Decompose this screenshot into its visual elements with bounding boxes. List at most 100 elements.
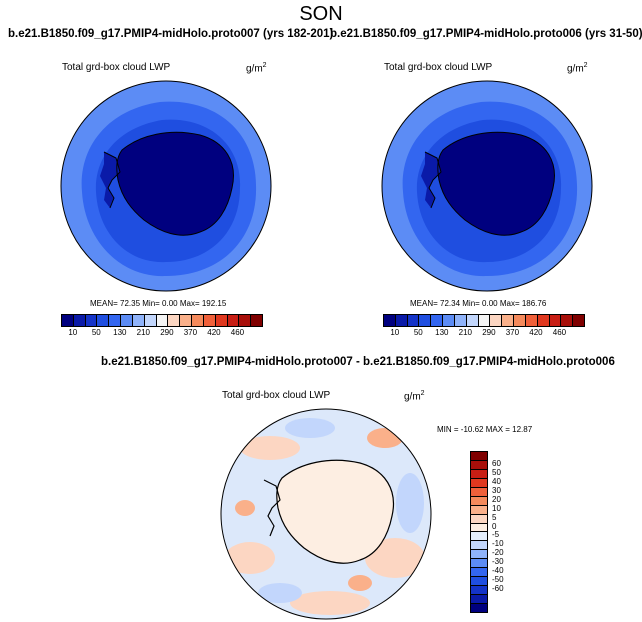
colorbar-swatch bbox=[471, 478, 487, 488]
panel2-map bbox=[381, 80, 593, 292]
diff-colorbar bbox=[470, 451, 488, 613]
colorbar-swatch bbox=[395, 315, 408, 326]
colorbar-swatch bbox=[471, 532, 487, 542]
anomaly-warm-patch bbox=[235, 500, 255, 516]
colorbar-tick-label: 30 bbox=[492, 486, 501, 495]
colorbar-swatch bbox=[419, 315, 432, 326]
panel2-variable-title: Total grd-box cloud LWP bbox=[384, 62, 493, 73]
anomaly-warm-patch bbox=[290, 591, 370, 615]
colorbar-swatch bbox=[471, 505, 487, 515]
diff-title: b.e21.B1850.f09_g17.PMIP4-midHolo.proto0… bbox=[101, 356, 615, 368]
colorbar-swatch bbox=[431, 315, 444, 326]
peninsula-coastline bbox=[103, 151, 121, 209]
antarctica-region bbox=[116, 132, 234, 236]
colorbar-swatch bbox=[168, 315, 181, 326]
antarctica-region bbox=[437, 132, 555, 236]
peninsula-coastline bbox=[263, 479, 281, 537]
anomaly-warm-patch bbox=[365, 538, 425, 578]
colorbar-swatch bbox=[514, 315, 526, 326]
diff-stats: MIN = -10.62 MAX = 12.87 bbox=[437, 425, 533, 434]
colorbar-swatch bbox=[180, 315, 193, 326]
colorbar-tick-label: -50 bbox=[492, 574, 504, 584]
colorbar-swatch bbox=[537, 315, 550, 326]
colorbar-swatch bbox=[471, 452, 487, 461]
anomaly-warm-patch bbox=[367, 428, 403, 448]
colorbar-swatch bbox=[471, 586, 487, 595]
colorbar-swatch bbox=[471, 469, 487, 479]
panel2-stats: MEAN= 72.34 Min= 0.00 Max= 186.76 bbox=[410, 299, 547, 308]
colorbar-tick-label: 40 bbox=[492, 477, 501, 487]
colorbar-swatch bbox=[109, 315, 122, 326]
diff-units: g/m2 bbox=[404, 390, 425, 403]
colorbar-swatch bbox=[132, 315, 145, 326]
colorbar-swatch bbox=[192, 315, 204, 326]
panel1-colorbar-ticks: 10 50 130 210 290 370 420 460 bbox=[61, 328, 261, 340]
colorbar-swatch bbox=[97, 315, 110, 326]
colorbar-tick-label: -30 bbox=[492, 557, 504, 567]
colorbar-swatch bbox=[471, 487, 487, 497]
panel1-variable-title: Total grd-box cloud LWP bbox=[62, 62, 171, 73]
colorbar-tick-label: 60 bbox=[492, 459, 501, 469]
colorbar-tick-label: -20 bbox=[492, 548, 504, 558]
diff-map bbox=[220, 408, 432, 620]
colorbar-tick-label: 50 bbox=[492, 468, 501, 478]
colorbar-tick-label: -10 bbox=[492, 539, 504, 549]
colorbar-tick-label: -60 bbox=[492, 583, 504, 593]
colorbar-tick-label: 210 bbox=[136, 328, 151, 337]
colorbar-tick-label: 10 bbox=[68, 328, 78, 337]
colorbar-tick-label: 370 bbox=[505, 328, 520, 337]
coastline bbox=[116, 131, 234, 236]
antarctic-peninsula bbox=[421, 152, 441, 208]
colorbar-swatch bbox=[251, 315, 263, 326]
colorbar-swatch bbox=[407, 315, 420, 326]
colorbar-tick-label: 290 bbox=[482, 328, 496, 337]
panel1-units: g/m2 bbox=[246, 62, 267, 75]
colorbar-tick-label: 130 bbox=[435, 328, 449, 337]
colorbar-tick-label: -5 bbox=[492, 530, 500, 540]
colorbar-swatch bbox=[471, 496, 487, 506]
panel2-units: g/m2 bbox=[567, 62, 588, 75]
colorbar-tick-label: 50 bbox=[91, 328, 101, 337]
peninsula-coastline bbox=[424, 151, 442, 209]
colorbar-swatch bbox=[239, 315, 252, 326]
colorbar-swatch bbox=[471, 550, 487, 560]
colorbar-tick-label: 10 bbox=[390, 328, 400, 337]
colorbar-tick-label: 460 bbox=[230, 328, 245, 337]
colorbar-swatch bbox=[471, 577, 487, 587]
colorbar-swatch bbox=[156, 315, 169, 326]
panel2-colorbar bbox=[383, 314, 585, 327]
colorbar-tick-label: 370 bbox=[183, 328, 198, 337]
colorbar-tick-label: 50 bbox=[413, 328, 423, 337]
colorbar-tick-label: 5 bbox=[492, 512, 497, 522]
colorbar-tick-label: 460 bbox=[552, 328, 567, 337]
colorbar-swatch bbox=[502, 315, 515, 326]
colorbar-swatch bbox=[549, 315, 562, 326]
anomaly-cool-patch bbox=[258, 583, 302, 603]
panel2-case-title: b.e21.B1850.f09_g17.PMIP4-midHolo.proto0… bbox=[330, 28, 642, 40]
anomaly-warm-patch bbox=[348, 575, 372, 591]
colorbar-swatch bbox=[62, 315, 74, 326]
colorbar-swatch bbox=[471, 595, 487, 604]
anomaly-cool-patch bbox=[396, 473, 424, 533]
panel1-map bbox=[60, 80, 272, 292]
diff-variable-title: Total grd-box cloud LWP bbox=[222, 390, 331, 401]
colorbar-swatch bbox=[466, 315, 479, 326]
colorbar-tick-label: 210 bbox=[458, 328, 473, 337]
coastline bbox=[437, 131, 555, 236]
colorbar-swatch bbox=[573, 315, 585, 326]
coastline bbox=[276, 459, 394, 564]
antarctic-peninsula bbox=[100, 152, 120, 208]
panel2-colorbar-ticks: 10 50 130 210 290 370 420 460 bbox=[383, 328, 583, 340]
colorbar-tick-label: 20 bbox=[492, 494, 501, 504]
colorbar-swatch bbox=[227, 315, 240, 326]
panel1-case-title: b.e21.B1850.f09_g17.PMIP4-midHolo.proto0… bbox=[8, 28, 334, 40]
colorbar-swatch bbox=[490, 315, 503, 326]
colorbar-swatch bbox=[471, 523, 487, 533]
colorbar-tick-label: -40 bbox=[492, 566, 504, 575]
anomaly-cool-patch bbox=[285, 418, 335, 438]
colorbar-tick-label: 420 bbox=[529, 328, 543, 337]
colorbar-swatch bbox=[471, 514, 487, 524]
colorbar-tick-label: 0 bbox=[492, 521, 497, 531]
colorbar-swatch bbox=[471, 559, 487, 569]
colorbar-swatch bbox=[443, 315, 455, 326]
